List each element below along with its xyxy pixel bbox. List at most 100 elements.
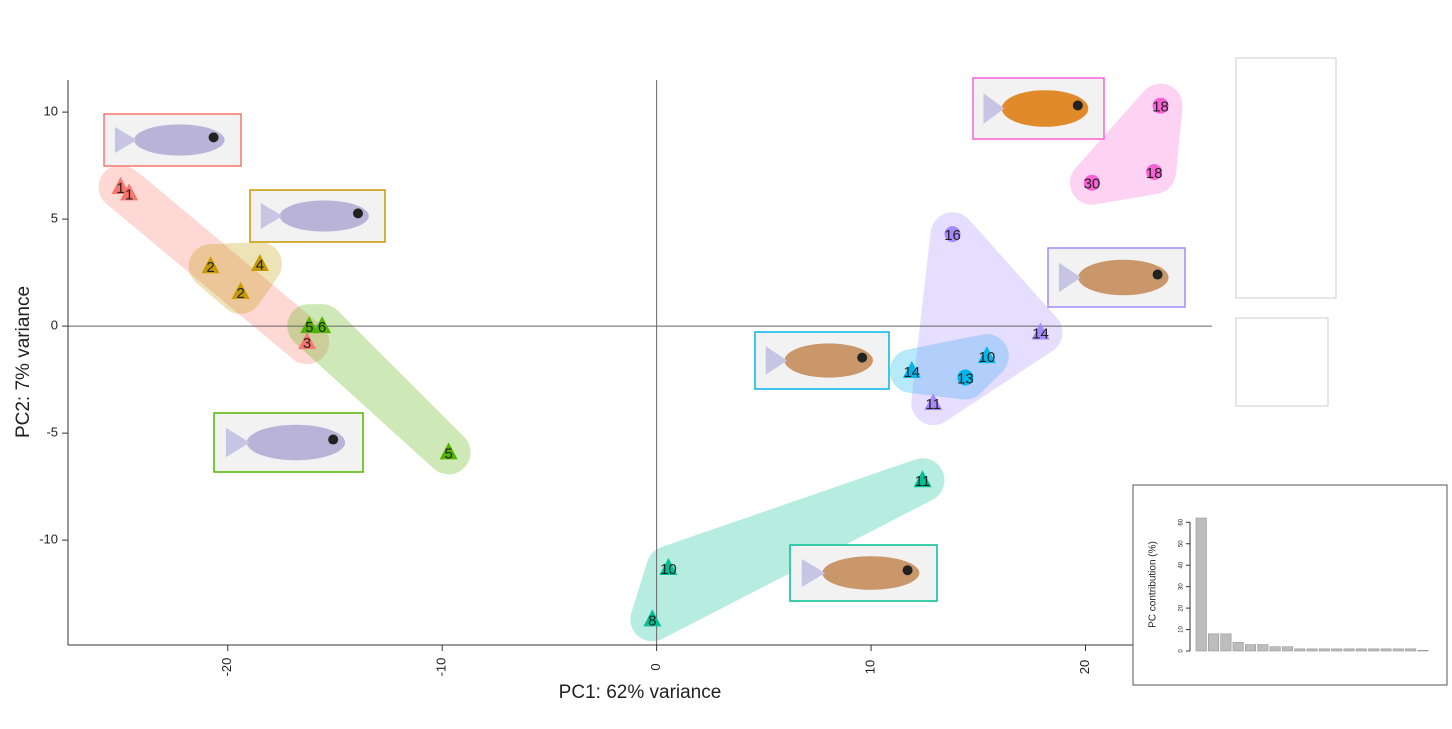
- y-axis-title: PC2: 7% variance: [13, 286, 34, 438]
- inset-y-tick-label: 0: [1179, 649, 1185, 653]
- fish-body: [1001, 90, 1089, 127]
- hull: [911, 212, 1063, 426]
- inset-bar: [1281, 646, 1293, 652]
- inset-bar: [1269, 646, 1281, 652]
- point: [977, 346, 996, 364]
- point-label: 11: [925, 396, 941, 413]
- fish-body: [279, 200, 369, 232]
- point: [120, 183, 139, 201]
- y-tick-label: 0: [51, 318, 58, 333]
- inset-y-tick-label: 20: [1179, 604, 1185, 611]
- point-label: 3: [303, 335, 311, 352]
- inset-bar: [1195, 517, 1207, 652]
- fish-eye: [353, 208, 363, 219]
- point-label: 14: [903, 364, 920, 381]
- point-label: 2: [236, 285, 244, 302]
- point-label: 10: [979, 349, 996, 366]
- point: [957, 369, 974, 386]
- point: [201, 256, 220, 274]
- fish-eye: [328, 434, 339, 445]
- point-label: 13: [957, 370, 974, 387]
- fish-tail: [983, 93, 1005, 124]
- fish-tail: [114, 127, 137, 153]
- inset-plot: 0 10 20 30 40 50 60 PC contribution (%): [1148, 517, 1429, 653]
- x-tick-label: 0: [648, 663, 663, 670]
- fish-eye: [902, 565, 913, 576]
- point: [924, 393, 943, 411]
- x-axis-title: PC1: 62% variance: [559, 682, 722, 703]
- inset-bar: [1318, 648, 1330, 652]
- inset-bar: [1208, 633, 1220, 652]
- inset-y-tick-label: 50: [1179, 540, 1185, 547]
- inset-bar: [1355, 648, 1367, 652]
- fish-body: [246, 424, 346, 461]
- fish-eye: [1152, 269, 1163, 280]
- point-label: 5: [305, 319, 313, 336]
- inset-bar: [1343, 648, 1355, 652]
- point: [1146, 164, 1163, 181]
- point: [250, 254, 269, 272]
- inset-y-title: PC contribution (%): [1148, 541, 1159, 628]
- point-label: 18: [1146, 165, 1163, 182]
- shape-legend-box: [1235, 317, 1329, 407]
- point: [643, 609, 662, 627]
- point: [231, 281, 250, 299]
- fish-tail: [801, 559, 826, 587]
- fish-body: [134, 124, 225, 156]
- y-tick-label: 5: [51, 211, 58, 226]
- point-label: 30: [1084, 176, 1101, 193]
- point: [300, 316, 319, 334]
- hull-shape: [630, 458, 945, 642]
- inset-bar: [1294, 648, 1306, 652]
- inset-bar: [1368, 648, 1380, 652]
- y-tick-label: 10: [44, 104, 58, 119]
- point: [944, 226, 961, 243]
- fish-body: [822, 556, 920, 590]
- fish-tail: [225, 427, 250, 458]
- inset-bar: [1220, 633, 1232, 652]
- hull-shape: [188, 242, 282, 314]
- y-tick-label: -5: [46, 425, 58, 440]
- x-tick-label: -10: [434, 658, 449, 677]
- point-label: 16: [944, 227, 961, 244]
- hull-shape: [1069, 83, 1183, 205]
- inset-bar: [1232, 642, 1244, 652]
- y-tick-label: -10: [39, 532, 58, 547]
- point: [298, 332, 317, 350]
- point-label: 2: [206, 259, 214, 276]
- x-tick-label: -20: [219, 658, 234, 677]
- point-label: 14: [1032, 326, 1049, 343]
- inset-bar: [1405, 648, 1417, 652]
- hull: [630, 458, 945, 642]
- fish-tail: [765, 346, 788, 375]
- inset-bar: [1257, 644, 1269, 652]
- point-label: 18: [1152, 99, 1169, 116]
- x-tick-label: 20: [1077, 660, 1092, 674]
- point: [659, 557, 678, 575]
- fish-tail: [260, 203, 283, 229]
- fish-body: [784, 343, 873, 378]
- point: [913, 470, 932, 488]
- fish-tail: [1058, 262, 1081, 293]
- point: [902, 361, 921, 379]
- point-label: 4: [256, 257, 264, 274]
- inset-y-tick-label: 10: [1179, 626, 1185, 633]
- point-label: 5: [444, 445, 452, 462]
- point-label: 10: [660, 561, 677, 578]
- point-label: 6: [318, 319, 326, 336]
- point: [313, 316, 332, 334]
- point-label: 11: [915, 473, 931, 490]
- inset-y-tick-label: 60: [1179, 518, 1185, 525]
- inset-y-tick-label: 30: [1179, 583, 1185, 590]
- hull: [188, 242, 282, 314]
- fish-body: [1078, 259, 1169, 296]
- hull: [1069, 83, 1183, 205]
- point-label: 1: [116, 180, 124, 197]
- point: [111, 177, 130, 195]
- fish-eye: [1072, 100, 1083, 111]
- point: [1083, 174, 1100, 191]
- point: [439, 442, 458, 460]
- inset-bar: [1245, 644, 1256, 652]
- inset-bar: [1331, 648, 1343, 652]
